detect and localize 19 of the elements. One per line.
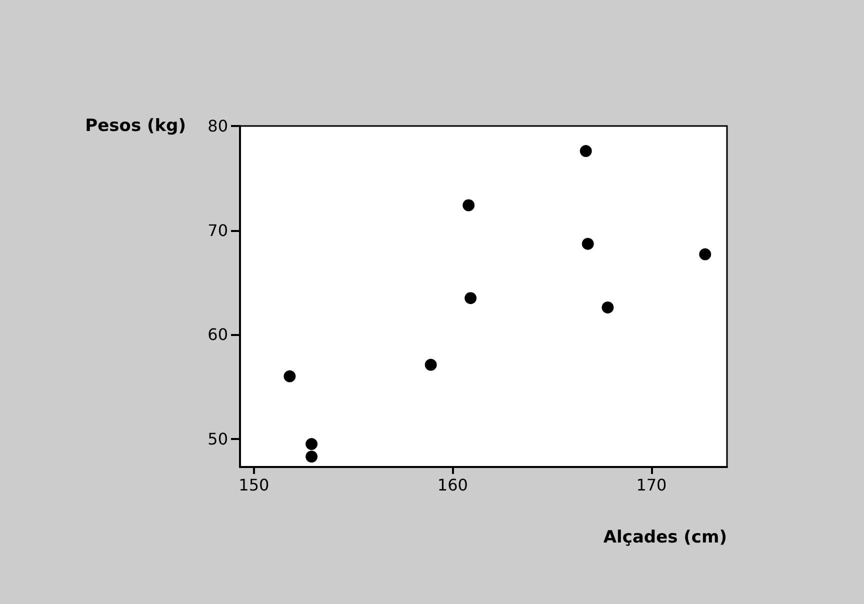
point: [699, 248, 712, 260]
x-tick-label: 150: [238, 476, 270, 494]
y-tick-label: 70: [208, 220, 228, 240]
point: [580, 145, 592, 158]
point: [424, 358, 437, 371]
x-tick-label: 160: [437, 476, 468, 494]
point: [582, 238, 594, 250]
point: [602, 301, 614, 314]
point: [306, 438, 318, 450]
y-tick-label: 80: [208, 116, 228, 136]
point: [306, 450, 318, 463]
y-tick-label: 50: [208, 429, 228, 448]
y-tick-label: 60: [208, 325, 228, 344]
x-axis-title: Alçades (cm): [603, 528, 727, 548]
point: [464, 292, 477, 304]
x-tick-label: 170: [636, 476, 667, 494]
y-axis-title: Pesos (kg): [85, 116, 186, 136]
point: [284, 370, 296, 382]
point: [462, 199, 475, 212]
